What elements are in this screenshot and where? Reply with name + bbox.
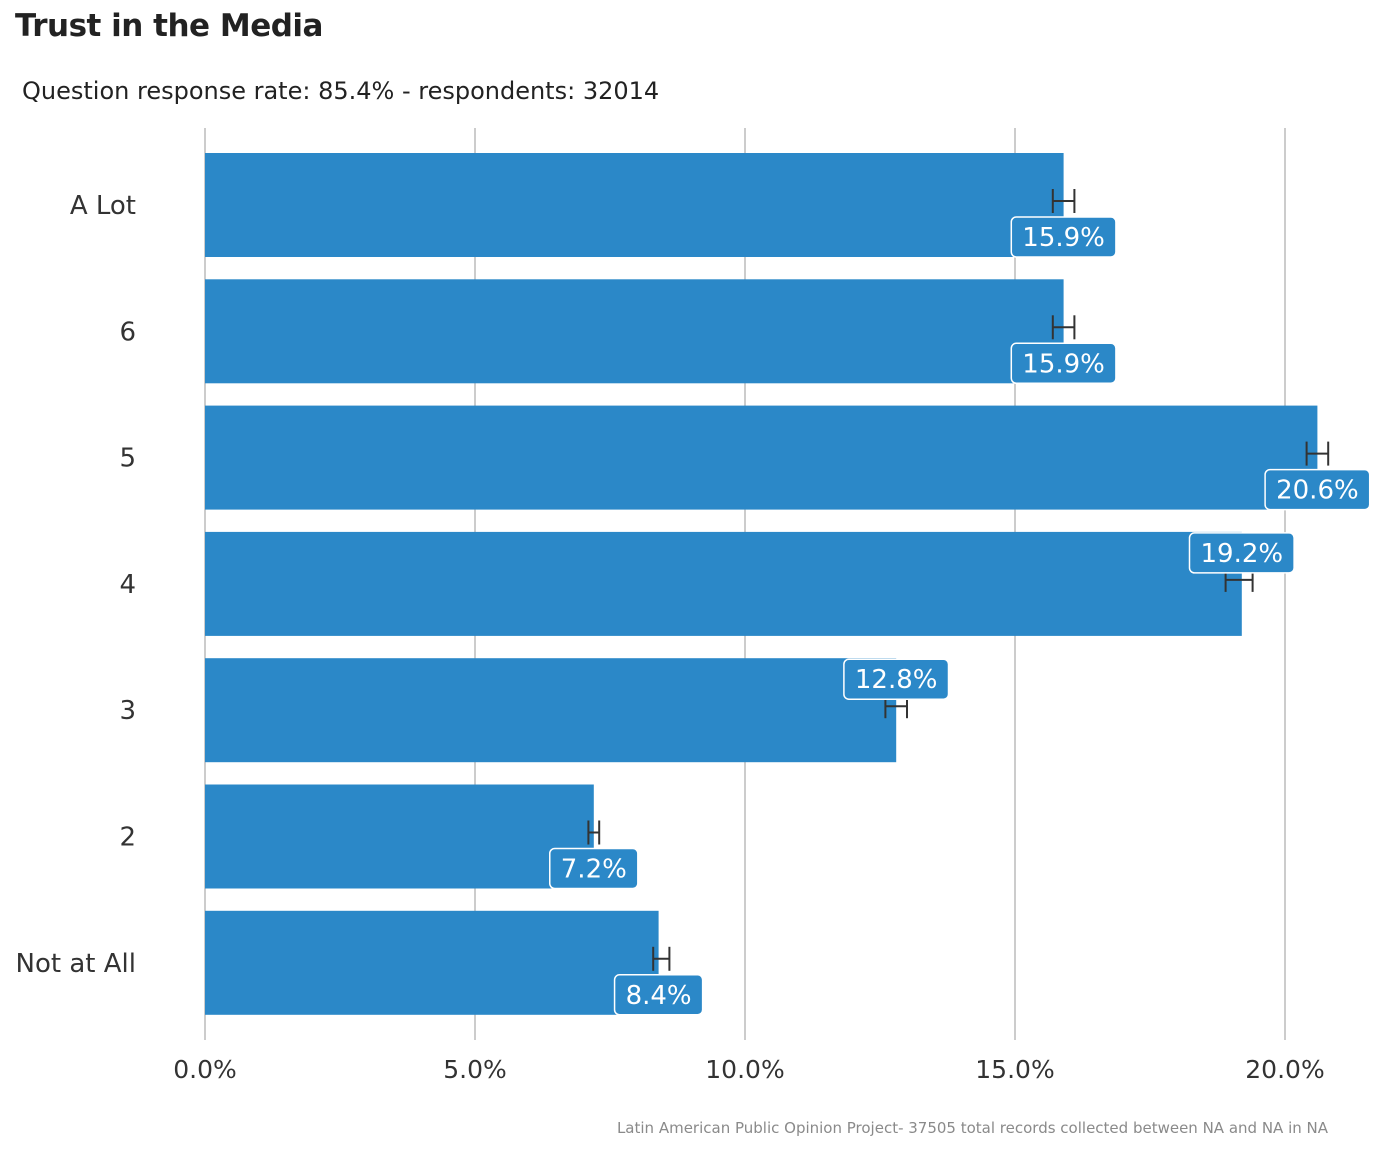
data-label-text: 8.4%	[626, 981, 692, 1011]
bar	[205, 531, 1242, 636]
data-label-text: 20.6%	[1276, 476, 1359, 506]
x-tick-label: 20.0%	[1245, 1055, 1324, 1084]
bar	[205, 784, 594, 889]
data-label-text: 7.2%	[561, 855, 627, 885]
error-bar	[1305, 441, 1330, 466]
bar	[205, 279, 1064, 384]
data-label-text: 12.8%	[855, 665, 938, 695]
data-label-box	[1010, 216, 1117, 258]
data-label-text: 19.2%	[1200, 539, 1283, 569]
error-bar	[587, 820, 601, 845]
data-label-box	[613, 974, 704, 1016]
x-tick-label: 0.0%	[173, 1055, 237, 1084]
data-label: 12.8%	[843, 658, 950, 700]
data-label-box	[549, 847, 639, 890]
data-label: 19.2%	[1188, 532, 1295, 574]
error-bar	[1051, 315, 1076, 340]
x-tick-label: 5.0%	[443, 1055, 507, 1084]
bar	[205, 910, 659, 1015]
chart-title: Trust in the Media	[15, 8, 323, 44]
data-label: 8.4%	[613, 974, 704, 1016]
data-label: 15.9%	[1010, 342, 1117, 385]
error-bar	[652, 946, 671, 971]
data-label-box	[843, 658, 950, 700]
data-label-text: 15.9%	[1022, 349, 1105, 379]
chart-subtitle: Question response rate: 85.4% - responde…	[22, 77, 660, 105]
y-tick-label: 3	[119, 696, 136, 726]
x-tick-label: 15.0%	[975, 1055, 1054, 1084]
data-label-box	[1188, 532, 1295, 574]
y-tick-label: A Lot	[70, 191, 136, 221]
y-tick-label: 2	[119, 823, 136, 853]
error-bar	[1051, 189, 1076, 213]
bar	[205, 658, 897, 763]
data-label-text: 15.9%	[1022, 223, 1105, 253]
bar	[205, 405, 1318, 510]
y-tick-label: Not at All	[16, 949, 136, 979]
bar	[205, 153, 1064, 257]
data-label: 20.6%	[1264, 468, 1371, 511]
x-tick-label: 10.0%	[705, 1055, 784, 1084]
data-label-box	[1264, 468, 1371, 511]
y-tick-label: 4	[119, 570, 136, 600]
y-tick-label: 6	[119, 317, 136, 347]
chart-caption: Latin American Public Opinion Project- 3…	[616, 1119, 1328, 1137]
data-label-box	[1010, 342, 1117, 385]
y-tick-label: 5	[119, 444, 136, 474]
data-label: 15.9%	[1010, 216, 1117, 258]
data-label: 7.2%	[549, 847, 639, 890]
